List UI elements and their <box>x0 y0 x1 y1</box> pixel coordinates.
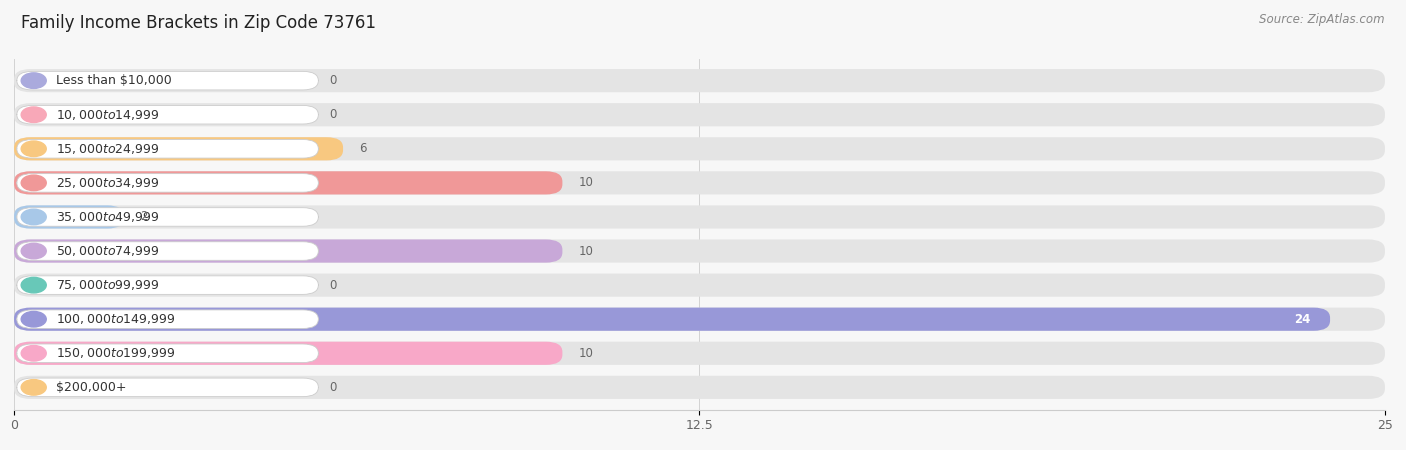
Text: $100,000 to $149,999: $100,000 to $149,999 <box>56 312 176 326</box>
Text: 0: 0 <box>329 108 336 121</box>
Text: Family Income Brackets in Zip Code 73761: Family Income Brackets in Zip Code 73761 <box>21 14 375 32</box>
FancyBboxPatch shape <box>14 103 1385 126</box>
Text: 10: 10 <box>579 176 593 189</box>
Text: $15,000 to $24,999: $15,000 to $24,999 <box>56 142 160 156</box>
Text: Less than $10,000: Less than $10,000 <box>56 74 172 87</box>
Text: 10: 10 <box>579 347 593 360</box>
Circle shape <box>21 209 46 225</box>
Text: $150,000 to $199,999: $150,000 to $199,999 <box>56 346 176 360</box>
Text: $35,000 to $49,999: $35,000 to $49,999 <box>56 210 160 224</box>
Circle shape <box>21 277 46 293</box>
FancyBboxPatch shape <box>14 274 1385 297</box>
Text: 0: 0 <box>329 279 336 292</box>
Circle shape <box>21 175 46 191</box>
FancyBboxPatch shape <box>14 239 1385 263</box>
Text: 6: 6 <box>360 142 367 155</box>
FancyBboxPatch shape <box>14 205 124 229</box>
FancyBboxPatch shape <box>14 137 1385 160</box>
Text: 10: 10 <box>579 244 593 257</box>
FancyBboxPatch shape <box>14 342 562 365</box>
Text: $50,000 to $74,999: $50,000 to $74,999 <box>56 244 160 258</box>
FancyBboxPatch shape <box>14 171 562 194</box>
FancyBboxPatch shape <box>14 205 1385 229</box>
FancyBboxPatch shape <box>14 171 1385 194</box>
Text: $200,000+: $200,000+ <box>56 381 127 394</box>
Text: Source: ZipAtlas.com: Source: ZipAtlas.com <box>1260 14 1385 27</box>
Text: 24: 24 <box>1295 313 1310 326</box>
FancyBboxPatch shape <box>14 239 562 263</box>
FancyBboxPatch shape <box>17 344 318 363</box>
FancyBboxPatch shape <box>17 242 318 260</box>
FancyBboxPatch shape <box>14 137 343 160</box>
Circle shape <box>21 141 46 157</box>
FancyBboxPatch shape <box>14 342 1385 365</box>
Circle shape <box>21 243 46 259</box>
FancyBboxPatch shape <box>17 378 318 396</box>
Text: $25,000 to $34,999: $25,000 to $34,999 <box>56 176 160 190</box>
FancyBboxPatch shape <box>14 308 1330 331</box>
FancyBboxPatch shape <box>14 69 1385 92</box>
Text: 0: 0 <box>329 381 336 394</box>
FancyBboxPatch shape <box>17 208 318 226</box>
Text: $10,000 to $14,999: $10,000 to $14,999 <box>56 108 160 122</box>
Circle shape <box>21 379 46 395</box>
FancyBboxPatch shape <box>14 376 1385 399</box>
Circle shape <box>21 311 46 327</box>
FancyBboxPatch shape <box>17 72 318 90</box>
FancyBboxPatch shape <box>17 140 318 158</box>
FancyBboxPatch shape <box>17 174 318 192</box>
FancyBboxPatch shape <box>17 310 318 328</box>
Circle shape <box>21 346 46 361</box>
FancyBboxPatch shape <box>14 308 1385 331</box>
Circle shape <box>21 107 46 122</box>
Circle shape <box>21 73 46 89</box>
Text: $75,000 to $99,999: $75,000 to $99,999 <box>56 278 160 292</box>
FancyBboxPatch shape <box>17 276 318 294</box>
FancyBboxPatch shape <box>17 105 318 124</box>
Text: 0: 0 <box>329 74 336 87</box>
Text: 2: 2 <box>141 211 148 224</box>
